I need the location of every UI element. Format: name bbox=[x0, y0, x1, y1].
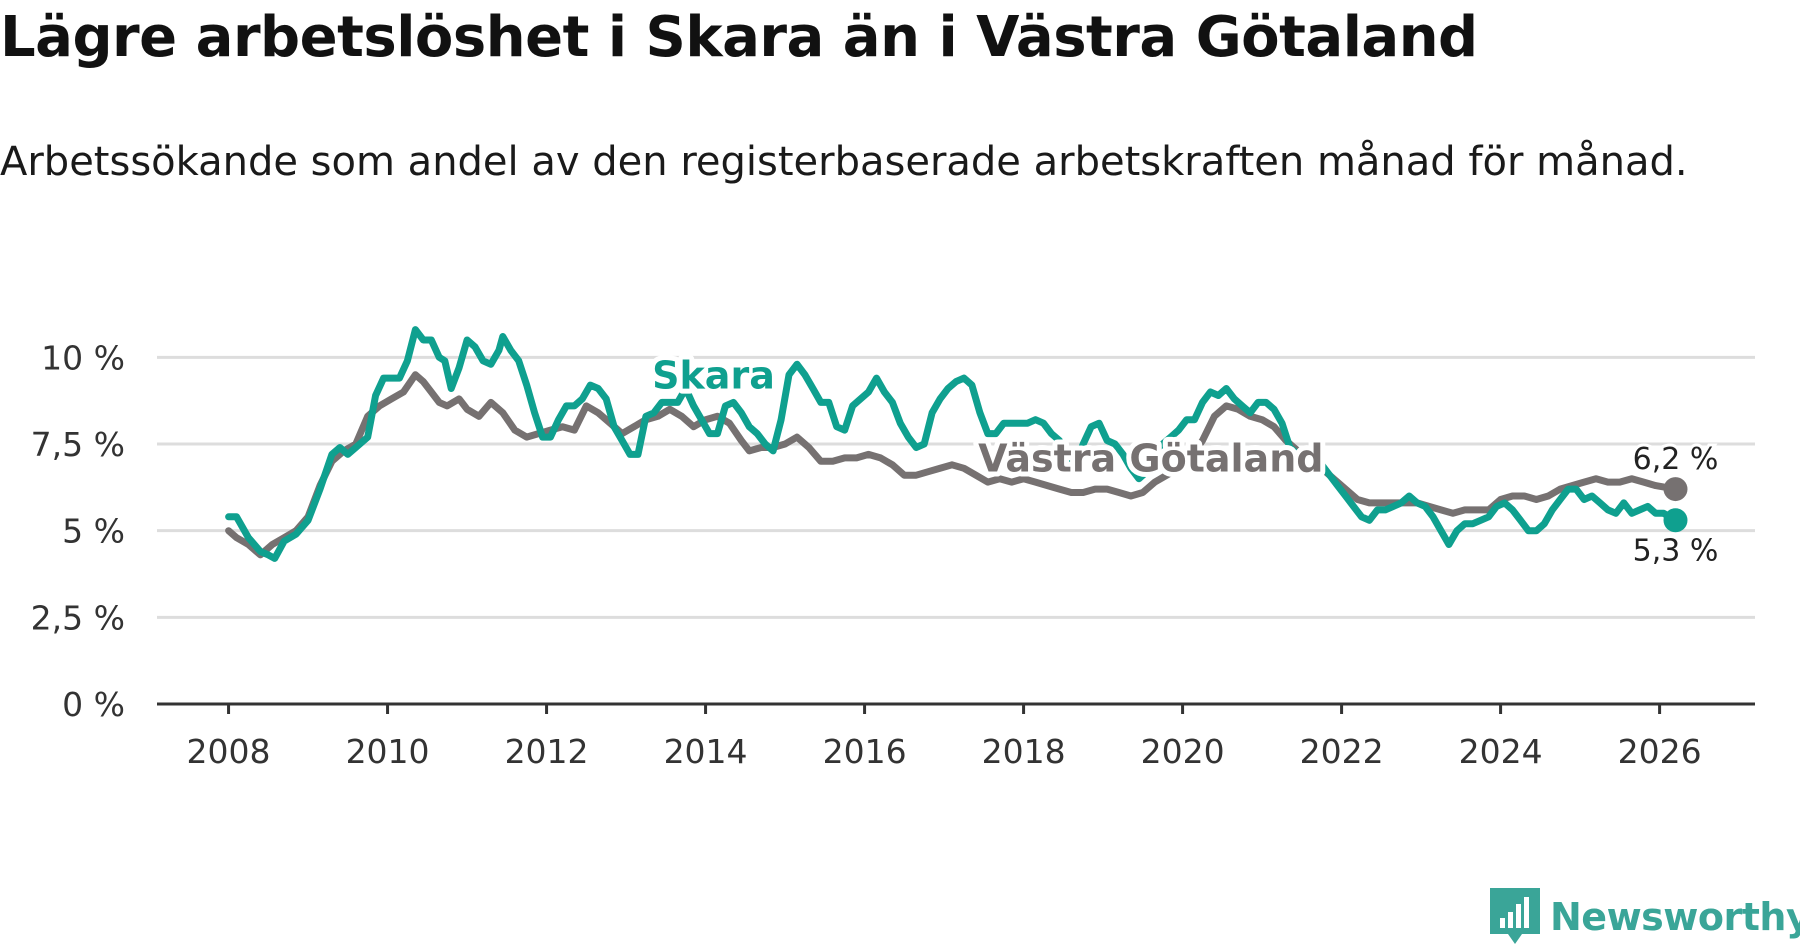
x-axis-ticks: 2008 2010 2012 2014 2016 2018 2020 2022 2024 2026 bbox=[187, 704, 1702, 771]
chart-subtitle: Arbetssökande som andel av den registerb… bbox=[0, 139, 1688, 185]
end-value-label-vastra-gotaland: 6,2 % bbox=[1633, 442, 1719, 477]
series-label-skara: Skara bbox=[652, 354, 775, 398]
series-label-vastra-gotaland: Västra Götaland bbox=[978, 437, 1323, 481]
y-tick-label: 7,5 % bbox=[31, 425, 125, 464]
end-value-label-skara: 5,3 % bbox=[1633, 533, 1719, 568]
x-tick-label: 2012 bbox=[505, 732, 589, 771]
y-axis-ticks: 0 % 2,5 % 5 % 7,5 % 10 % bbox=[31, 338, 125, 724]
x-tick-label: 2022 bbox=[1300, 732, 1384, 771]
chart-title: Lägre arbetslöshet i Skara än i Västra G… bbox=[0, 5, 1478, 70]
end-point-vastra-gotaland bbox=[1663, 477, 1688, 502]
newsworthy-logo-text: Newsworthy bbox=[1550, 895, 1800, 939]
y-tick-label: 5 % bbox=[62, 512, 125, 551]
chart-gridlines bbox=[157, 355, 1755, 706]
x-tick-label: 2014 bbox=[664, 732, 748, 771]
newsworthy-logo: Newsworthy bbox=[1490, 888, 1800, 946]
x-tick-label: 2018 bbox=[982, 732, 1066, 771]
y-tick-label: 0 % bbox=[62, 685, 125, 724]
y-tick-label: 10 % bbox=[41, 338, 125, 377]
x-tick-label: 2008 bbox=[187, 732, 271, 771]
end-point-skara bbox=[1663, 508, 1688, 533]
chart-labels: 5,3 % 6,2 % Skara Västra Götaland bbox=[647, 349, 1721, 572]
x-tick-label: 2026 bbox=[1618, 732, 1702, 771]
newsworthy-logo-icon bbox=[1490, 888, 1540, 944]
x-tick-label: 2016 bbox=[823, 732, 907, 771]
series-line-skara bbox=[225, 326, 1679, 562]
x-tick-label: 2010 bbox=[346, 732, 430, 771]
x-tick-label: 2024 bbox=[1459, 732, 1543, 771]
chart-series bbox=[225, 326, 1688, 562]
x-tick-label: 2020 bbox=[1141, 732, 1225, 771]
y-tick-label: 2,5 % bbox=[31, 598, 125, 637]
